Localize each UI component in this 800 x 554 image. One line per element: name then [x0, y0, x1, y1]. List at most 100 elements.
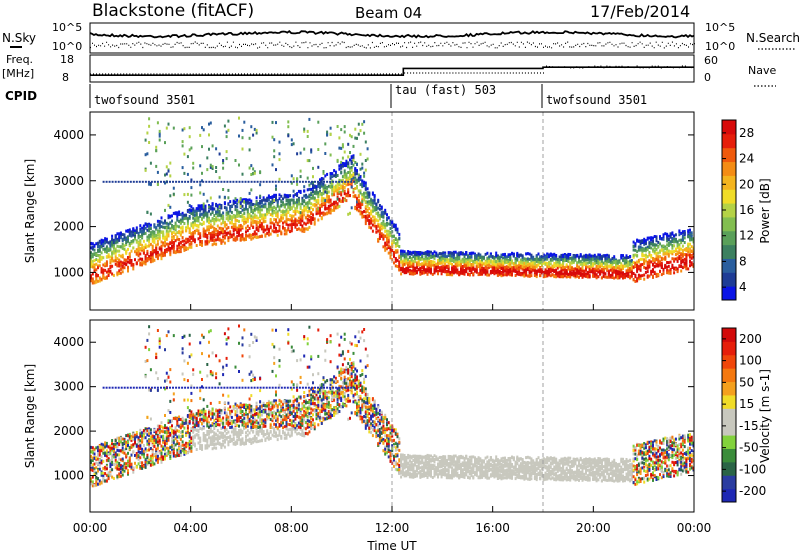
power-echo-516 [151, 257, 154, 260]
power-echo-2520 [366, 187, 369, 191]
power-echo-hi-1663 [275, 187, 277, 191]
power-echo-240 [119, 254, 122, 258]
power-echo-2628 [380, 211, 383, 215]
power-echo-1333 [239, 224, 242, 228]
power-echo-4688 [639, 245, 642, 249]
power-echo-500 [149, 231, 152, 235]
power-echo-627 [164, 253, 166, 257]
power-echo-1367 [243, 222, 246, 226]
power-echo-hi-876 [190, 146, 193, 150]
power-echo-4796 [653, 260, 656, 264]
power-echo-2703 [389, 219, 392, 223]
power-echo-1277 [234, 201, 237, 204]
power-echo-386 [137, 258, 140, 262]
power-echo-4049 [558, 255, 561, 259]
power-echo-4164 [572, 258, 575, 262]
power-echo-1317 [238, 224, 240, 228]
power-echo-529 [153, 249, 156, 253]
power-echo-4765 [648, 259, 651, 263]
power-echo-4372 [599, 270, 602, 274]
power-echo-4772 [650, 246, 653, 250]
power-echo-1427 [250, 210, 253, 213]
power-echo-694 [171, 214, 173, 218]
power-echo-4720 [643, 273, 646, 277]
power-echo-1121 [216, 218, 219, 222]
power-echo-3552 [496, 268, 499, 272]
power-echo-200 [114, 251, 117, 255]
power-echo-4663 [636, 277, 639, 281]
power-echo-197 [114, 247, 117, 251]
power-echo-3352 [470, 267, 473, 271]
power-echo-1976 [310, 219, 313, 222]
power-echo-2523 [366, 214, 369, 218]
power-echo-hi-1944 [306, 135, 309, 138]
power-echo-4813 [655, 247, 658, 251]
power-echo-3011 [428, 252, 431, 256]
power-echo-4304 [590, 261, 593, 265]
power-echo-4039 [556, 263, 559, 267]
power-echo-4556 [622, 272, 624, 276]
power-echo-4265 [586, 261, 589, 265]
power-echo-3126 [442, 253, 445, 257]
power-echo-1898 [303, 204, 306, 208]
power-echo-825 [185, 229, 188, 233]
power-echo-3721 [518, 264, 521, 267]
power-echo-2663 [384, 241, 387, 245]
power-echo-4441 [607, 275, 610, 279]
power-echo-108 [102, 243, 105, 246]
power-echo-1155 [220, 213, 223, 217]
power-echo-725 [174, 221, 177, 225]
power-echo-1879 [299, 202, 302, 206]
power-echo-893 [192, 216, 195, 220]
power-echo-2311 [345, 194, 348, 198]
power-echo-402 [139, 240, 142, 244]
power-echo-2656 [384, 229, 387, 233]
power-echo-2734 [393, 240, 395, 244]
power-echo-1294 [236, 209, 239, 213]
power-echo-301 [127, 269, 129, 273]
power-echo-hi-1962 [308, 117, 311, 121]
power-echo-245 [119, 236, 122, 240]
power-echo-256 [121, 270, 124, 274]
power-echo-259 [121, 261, 124, 265]
power-echo-3779 [525, 257, 528, 261]
power-echo-3819 [530, 274, 533, 278]
power-echo-hi-2452 [359, 129, 362, 133]
power-echo-1729 [283, 227, 286, 230]
power-echo-788 [181, 239, 184, 243]
power-echo-1908 [303, 229, 306, 233]
power-echo-334 [130, 240, 133, 243]
power-echo-2198 [334, 187, 337, 191]
power-echo-2920 [417, 259, 420, 263]
power-echo-2707 [389, 234, 392, 238]
power-echo-hi-1173 [222, 161, 225, 165]
power-echo-4553 [622, 258, 624, 262]
power-echo-4651 [634, 264, 637, 267]
power-echo-2670 [386, 216, 388, 220]
power-echo-1433 [250, 234, 253, 238]
power-echo-413 [141, 248, 144, 252]
power-echo-2255 [340, 165, 343, 169]
power-echo-3658 [509, 257, 512, 261]
power-echo-3769 [523, 274, 526, 278]
power-echo-1684 [278, 224, 281, 228]
power-echo-73 [98, 245, 101, 249]
power-echo-3449 [482, 267, 485, 271]
power-echo-2396 [354, 207, 357, 211]
power-echo-3535 [493, 259, 496, 263]
power-echo-3295 [463, 253, 466, 257]
power-echo-3118 [442, 264, 445, 268]
power-echo-795 [183, 239, 186, 243]
power-echo-hi-843 [186, 172, 189, 176]
power-echo-127 [105, 250, 108, 254]
power-echo-4743 [646, 263, 649, 267]
power-echo-hi-1141 [218, 152, 221, 156]
power-echo-3278 [461, 260, 464, 264]
power-echo-890 [192, 226, 195, 230]
power-echo-3447 [482, 256, 485, 260]
power-echo-4711 [641, 263, 644, 266]
power-echo-507 [151, 237, 154, 241]
power-echo-3226 [454, 270, 457, 274]
power-echo-662 [167, 216, 170, 219]
power-echo-608 [162, 254, 165, 258]
